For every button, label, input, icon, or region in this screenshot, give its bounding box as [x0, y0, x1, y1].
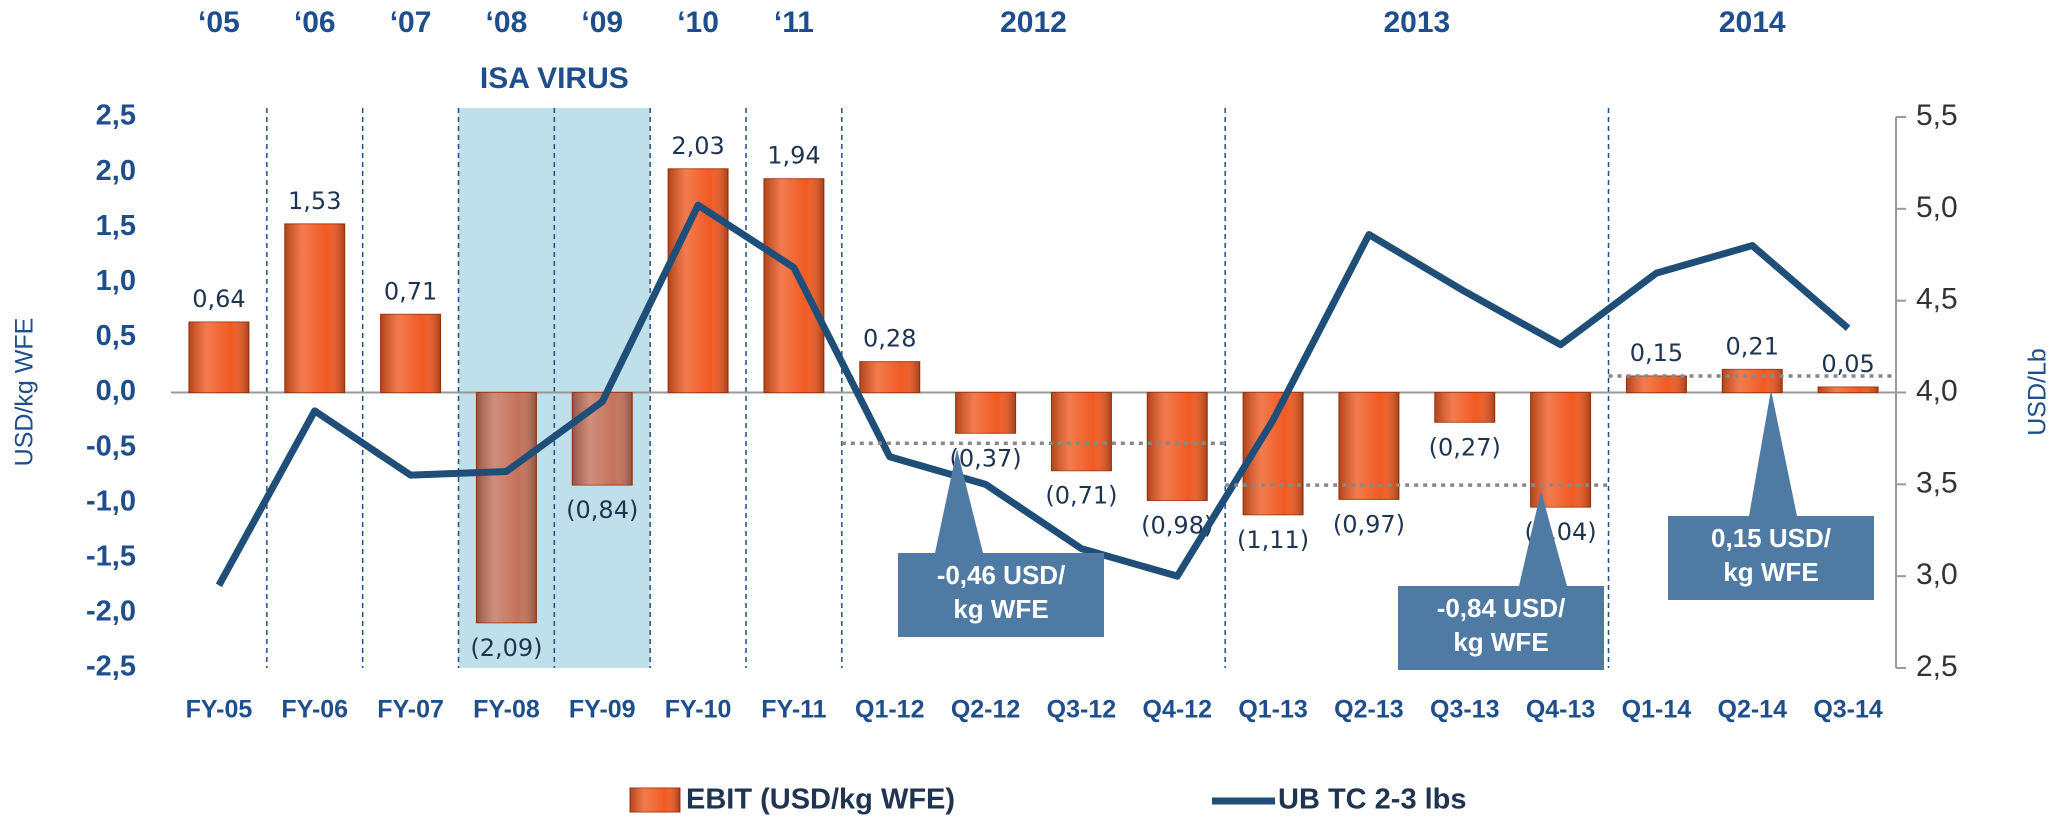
highlight-label: ISA VIRUS [480, 62, 629, 95]
y-tick-label: -2,5 [86, 651, 136, 683]
callout-text: -0,84 USD/ [1437, 593, 1566, 623]
value-label: (2,09) [470, 634, 542, 662]
value-label: 0,64 [192, 285, 245, 313]
value-label: 0,21 [1726, 332, 1779, 360]
value-label: (0,97) [1333, 510, 1405, 538]
period-label: ‘07 [390, 6, 432, 39]
y2-tick-label: 5,0 [1916, 191, 1958, 224]
x-tick-label: Q1-14 [1622, 696, 1692, 724]
y2-axis-title: USD/Lb [2024, 348, 2052, 436]
callout-text: kg WFE [953, 594, 1048, 624]
bar-shade [476, 392, 537, 623]
x-tick-label: FY-10 [665, 696, 732, 724]
period-label: ‘11 [774, 6, 814, 39]
bar-shade [188, 321, 249, 393]
period-label: 2013 [1383, 6, 1450, 39]
x-tick-label: FY-08 [473, 696, 540, 724]
callout-box [898, 449, 1104, 637]
bar-shade [1818, 386, 1879, 393]
callout-text: kg WFE [1723, 557, 1818, 587]
bar-shade [1051, 392, 1112, 471]
bar-shade [380, 314, 441, 393]
callout-text: kg WFE [1453, 627, 1548, 657]
value-label: 0,71 [384, 277, 437, 305]
value-label: (0,84) [566, 496, 638, 524]
period-label: 2012 [1000, 6, 1067, 39]
x-tick-label: FY-09 [569, 696, 636, 724]
line-series [215, 201, 1851, 588]
x-tick-label: FY-07 [377, 696, 444, 724]
x-tick-label: FY-11 [761, 696, 826, 724]
y-tick-label: 1,5 [96, 210, 136, 242]
bar-shade [1722, 369, 1783, 393]
bar-shade [1147, 392, 1208, 501]
x-tick-label: Q2-12 [951, 696, 1020, 724]
x-tick-label: Q3-13 [1430, 696, 1499, 724]
value-label: 1,53 [288, 187, 341, 215]
x-tick-label: Q1-12 [855, 696, 924, 724]
legend-label: UB TC 2-3 lbs [1278, 784, 1467, 816]
y-tick-label: 2,5 [96, 100, 136, 132]
y2-tick-label: 4,0 [1916, 374, 1958, 407]
bar-shade [572, 392, 633, 486]
y-tick-label: 0,5 [96, 320, 136, 352]
callout-box [1398, 491, 1604, 670]
value-label: 0,05 [1821, 350, 1874, 378]
period-label: ‘09 [581, 6, 623, 39]
value-label: (1,11) [1237, 526, 1309, 554]
value-label: 2,03 [671, 132, 724, 160]
period-label: ‘05 [198, 6, 240, 39]
y2-tick-label: 2,5 [1916, 650, 1958, 683]
legend-swatch-shade [630, 788, 680, 812]
y-tick-label: -1,0 [86, 485, 136, 517]
bar-shade [284, 223, 345, 393]
bar-shade [763, 178, 824, 393]
legend-label: EBIT (USD/kg WFE) [686, 784, 955, 816]
bar-shade [955, 392, 1016, 434]
value-label: 0,28 [863, 325, 916, 353]
period-label: ‘06 [294, 6, 336, 39]
callout-text: -0,46 USD/ [937, 560, 1066, 590]
y-tick-label: 1,0 [96, 265, 136, 297]
y2-tick-label: 3,0 [1916, 558, 1958, 591]
bar-shade [1530, 392, 1591, 508]
value-label: 1,94 [767, 142, 820, 170]
bar-shade [1626, 375, 1687, 393]
y2-tick-label: 4,5 [1916, 283, 1958, 316]
bar-shade [1434, 392, 1495, 423]
x-tick-label: Q2-14 [1718, 696, 1788, 724]
period-label: 2014 [1719, 6, 1786, 39]
value-label: 0,15 [1630, 339, 1683, 367]
callout-box [1668, 389, 1874, 600]
x-tick-label: Q4-12 [1143, 696, 1212, 724]
x-tick-label: Q2-13 [1334, 696, 1403, 724]
y-tick-label: 0,0 [96, 375, 136, 407]
x-tick-label: Q1-13 [1238, 696, 1307, 724]
value-label: (0,71) [1045, 482, 1117, 510]
x-tick-label: FY-06 [281, 696, 348, 724]
period-label: ‘10 [677, 6, 719, 39]
x-tick-label: FY-05 [186, 696, 253, 724]
y-tick-label: -0,5 [86, 430, 136, 462]
value-label: (0,27) [1429, 433, 1501, 461]
y-tick-label: -2,0 [86, 596, 136, 628]
bar-shade [1338, 392, 1399, 500]
period-label: ‘08 [486, 6, 528, 39]
callout-text: 0,15 USD/ [1711, 523, 1831, 553]
y-tick-label: 2,0 [96, 155, 136, 187]
x-tick-label: Q3-14 [1813, 696, 1883, 724]
y2-tick-label: 3,5 [1916, 466, 1958, 499]
x-tick-label: Q4-13 [1526, 696, 1595, 724]
y-tick-label: -1,5 [86, 540, 136, 572]
y2-tick-label: 5,5 [1916, 99, 1958, 132]
bar-shade [859, 361, 920, 393]
y-axis-title: USD/kg WFE [11, 318, 39, 467]
x-tick-label: Q3-12 [1047, 696, 1116, 724]
